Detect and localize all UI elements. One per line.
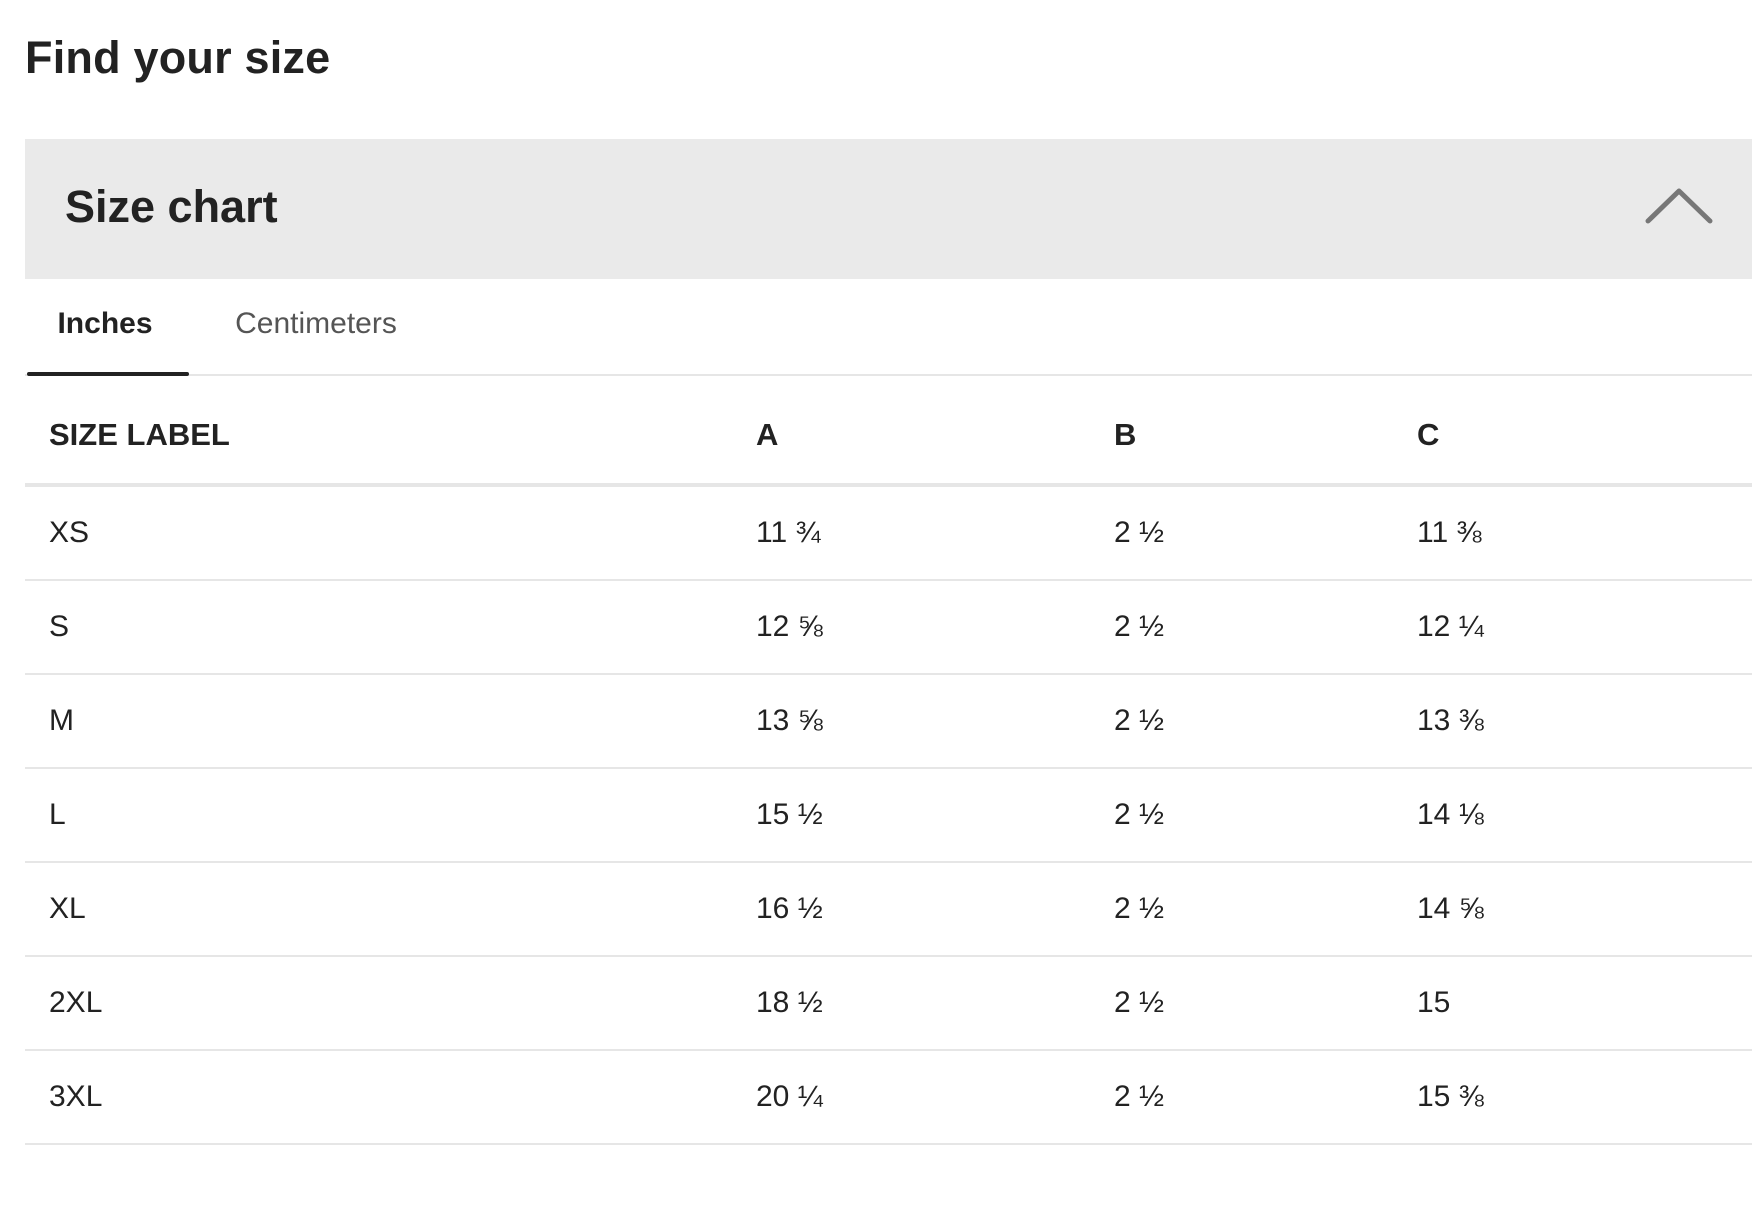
size-label-cell: L xyxy=(25,768,756,863)
tab-inches[interactable]: Inches xyxy=(25,279,189,376)
tab-centimeters[interactable]: Centimeters xyxy=(235,307,397,340)
measure-c-cell: 14 ⅝ xyxy=(1417,862,1752,957)
measure-a-cell: 18 ½ xyxy=(756,956,1114,1051)
table-row: 2XL 18 ½ 2 ½ 15 xyxy=(25,956,1752,1051)
measure-b-cell: 2 ½ xyxy=(1114,956,1417,1051)
column-header-size-label: SIZE LABEL xyxy=(25,387,756,487)
table-header-row: SIZE LABEL A B C xyxy=(25,387,1752,487)
size-label-cell: XL xyxy=(25,862,756,957)
measure-c-cell: 12 ¼ xyxy=(1417,580,1752,675)
measure-a-cell: 20 ¼ xyxy=(756,1050,1114,1145)
table-row: XS 11 ¾ 2 ½ 11 ⅜ xyxy=(25,485,1752,581)
measure-c-cell: 15 xyxy=(1417,956,1752,1051)
measure-a-cell: 12 ⅝ xyxy=(756,580,1114,675)
column-header-b: B xyxy=(1114,387,1417,487)
size-label-cell: S xyxy=(25,580,756,675)
column-header-c: C xyxy=(1417,387,1752,487)
measure-b-cell: 2 ½ xyxy=(1114,485,1417,581)
size-table: SIZE LABEL A B C XS 11 ¾ 2 ½ 11 ⅜ S 12 ⅝… xyxy=(25,387,1752,1145)
measure-b-cell: 2 ½ xyxy=(1114,674,1417,769)
size-label-cell: 3XL xyxy=(25,1050,756,1145)
measure-a-cell: 13 ⅝ xyxy=(756,674,1114,769)
table-row: M 13 ⅝ 2 ½ 13 ⅜ xyxy=(25,674,1752,769)
measure-c-cell: 13 ⅜ xyxy=(1417,674,1752,769)
table-row: L 15 ½ 2 ½ 14 ⅛ xyxy=(25,768,1752,863)
size-chart-accordion-header[interactable]: Size chart xyxy=(25,139,1752,279)
accordion-title: Size chart xyxy=(65,181,278,232)
unit-tabs: Inches Centimeters xyxy=(25,279,1752,376)
page-title: Find your size xyxy=(25,32,331,83)
measure-b-cell: 2 ½ xyxy=(1114,862,1417,957)
measure-c-cell: 14 ⅛ xyxy=(1417,768,1752,863)
measure-a-cell: 15 ½ xyxy=(756,768,1114,863)
size-label-cell: XS xyxy=(25,485,756,581)
measure-a-cell: 11 ¾ xyxy=(756,485,1114,581)
column-header-a: A xyxy=(756,387,1114,487)
measure-b-cell: 2 ½ xyxy=(1114,1050,1417,1145)
size-label-cell: M xyxy=(25,674,756,769)
measure-a-cell: 16 ½ xyxy=(756,862,1114,957)
measure-b-cell: 2 ½ xyxy=(1114,580,1417,675)
measure-c-cell: 11 ⅜ xyxy=(1417,485,1752,581)
chevron-up-icon[interactable] xyxy=(1644,185,1714,225)
measure-b-cell: 2 ½ xyxy=(1114,768,1417,863)
table-row: 3XL 20 ¼ 2 ½ 15 ⅜ xyxy=(25,1050,1752,1145)
measure-c-cell: 15 ⅜ xyxy=(1417,1050,1752,1145)
table-row: S 12 ⅝ 2 ½ 12 ¼ xyxy=(25,580,1752,675)
table-row: XL 16 ½ 2 ½ 14 ⅝ xyxy=(25,862,1752,957)
size-label-cell: 2XL xyxy=(25,956,756,1051)
